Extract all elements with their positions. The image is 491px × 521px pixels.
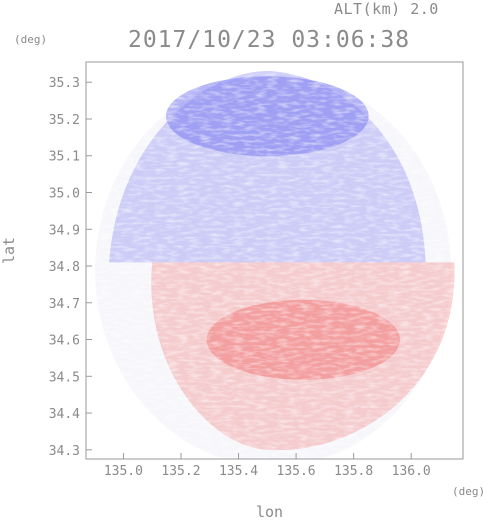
x-axis-label: lon [256, 503, 284, 521]
x-unit-label: (deg) [452, 485, 486, 498]
y-tick-label-10: 35.3 [49, 76, 80, 91]
x-tick-group: 135.0 135.2 135.4 135.6 135.8 136.0 [104, 453, 431, 479]
echo-texture [86, 62, 463, 459]
x-tick-label-5: 136.0 [392, 464, 431, 479]
y-tick-label-4: 34.7 [49, 297, 80, 312]
y-tick-label-9: 35.2 [49, 113, 80, 128]
y-tick-label-0: 34.3 [49, 444, 80, 459]
y-tick-label-1: 34.4 [49, 407, 80, 422]
altitude-label: ALT(km) 2.0 [334, 0, 439, 18]
x-tick-label-0: 135.0 [104, 464, 143, 479]
y-tick-label-5: 34.8 [49, 260, 80, 275]
velocity-field [86, 62, 463, 459]
y-tick-label-3: 34.6 [49, 334, 80, 349]
x-tick-label-2: 135.4 [219, 464, 258, 479]
x-tick-label-3: 135.6 [277, 464, 316, 479]
y-tick-label-2: 34.5 [49, 370, 80, 385]
y-tick-label-8: 35.1 [49, 150, 80, 165]
y-unit-label: (deg) [14, 33, 48, 46]
y-tick-label-7: 35.0 [49, 186, 80, 201]
x-tick-label-4: 135.8 [334, 464, 373, 479]
y-tick-group: 34.3 34.4 34.5 34.6 34.7 34.8 34.9 35.0 35.1 35.2… [49, 76, 92, 459]
plot-frame [85, 61, 464, 460]
y-tick-label-6: 34.9 [49, 223, 80, 238]
timestamp-title: 2017/10/23 03:06:38 [128, 27, 411, 53]
x-tick-label-1: 135.2 [161, 464, 200, 479]
